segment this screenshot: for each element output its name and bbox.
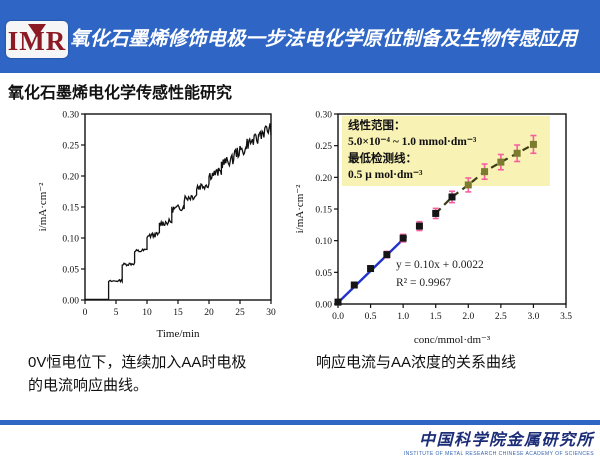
annotation-line: 线性范围： [348,120,406,132]
svg-text:0.25: 0.25 [315,142,332,152]
svg-text:2.0: 2.0 [462,312,474,322]
right-chart-caption: 响应电流与AA浓度的关系曲线 [316,354,517,371]
title-bar: IMR 氧化石墨烯修饰电极一步法电化学原位制备及生物传感应用 [0,0,600,73]
svg-text:0.10: 0.10 [315,237,332,247]
fit-equation-line1: y = 0.10x + 0.0022 [396,259,484,271]
svg-text:0.05: 0.05 [62,266,79,276]
svg-text:0.0: 0.0 [332,312,344,322]
svg-text:0.15: 0.15 [315,206,332,216]
calibration-svg: 0.0 0.5 1.0 1.5 2.0 2.5 3.0 3.5 0.00 0.05 0.10 0.15… [294,111,572,347]
svg-text:20: 20 [204,308,214,318]
svg-text:i/mA·cm⁻²: i/mA·cm⁻² [37,182,49,232]
svg-text:10: 10 [142,308,152,318]
svg-text:conc/mmol·dm⁻³: conc/mmol·dm⁻³ [414,334,491,346]
svg-text:30: 30 [266,308,276,318]
svg-text:0.00: 0.00 [315,301,332,311]
svg-text:Time/min: Time/min [157,328,200,340]
svg-text:2.5: 2.5 [495,312,507,322]
it-curve-chart: 0 5 10 15 20 25 30 0.00 0.05 0.10 0.15 0.20 0.25 0.30… [35,104,283,342]
footer-divider [0,420,600,425]
slide-title: 氧化石墨烯修饰电极一步法电化学原位制备及生物传感应用 [70,28,578,50]
imr-logo-triangle-icon [28,24,46,37]
svg-text:0.20: 0.20 [315,174,332,184]
svg-text:0.10: 0.10 [62,235,79,245]
svg-text:1.5: 1.5 [430,312,442,322]
annotation-line: 最低检测线： [348,152,417,165]
svg-text:0.5: 0.5 [365,312,377,322]
svg-text:5: 5 [114,308,119,318]
calibration-chart: 线性范围： 5.0×10⁻⁴ ~ 1.0 mmol·dm⁻³ 最低检测线： 0.… [292,106,582,348]
svg-text:0.30: 0.30 [315,111,332,121]
svg-text:0.25: 0.25 [62,142,79,152]
fit-equation-line2: R² = 0.9967 [396,277,451,290]
fit-equation: y = 0.10x + 0.0022 R² = 0.9967 [396,256,484,293]
section-heading: 氧化石墨烯电化学传感性能研究 [8,85,233,102]
svg-text:25: 25 [235,308,245,318]
annotation-line: 5.0×10⁻⁴ ~ 1.0 mmol·dm⁻³ [348,136,477,149]
svg-text:0.20: 0.20 [62,173,79,183]
svg-text:0: 0 [83,308,88,318]
svg-text:0.15: 0.15 [62,204,79,214]
footer-institute: 中国科学院金属研究所 INSTITUTE OF METAL RESEARCH C… [404,426,594,457]
annotation-line: 0.5 μ mol·dm⁻³ [348,168,423,181]
svg-text:0.05: 0.05 [315,269,332,279]
institute-name-en: INSTITUTE OF METAL RESEARCH CHINESE ACAD… [403,451,594,457]
svg-text:i/mA·cm⁻²: i/mA·cm⁻² [294,184,306,234]
svg-text:0.00: 0.00 [62,297,79,307]
svg-text:15: 15 [173,308,183,318]
institute-name-cn: 中国科学院金属研究所 [418,432,594,449]
imr-logo: IMR [6,21,68,58]
svg-text:1.0: 1.0 [397,312,409,322]
it-curve-svg: 0 5 10 15 20 25 30 0.00 0.05 0.10 0.15 0.20 0.25 0.30… [37,111,276,341]
svg-text:3.5: 3.5 [560,312,572,322]
left-chart-caption: 0V恒电位下，连续加入AA时电极 的电流响应曲线。 [28,354,247,394]
svg-text:0.30: 0.30 [62,111,79,121]
svg-text:3.0: 3.0 [527,312,539,322]
